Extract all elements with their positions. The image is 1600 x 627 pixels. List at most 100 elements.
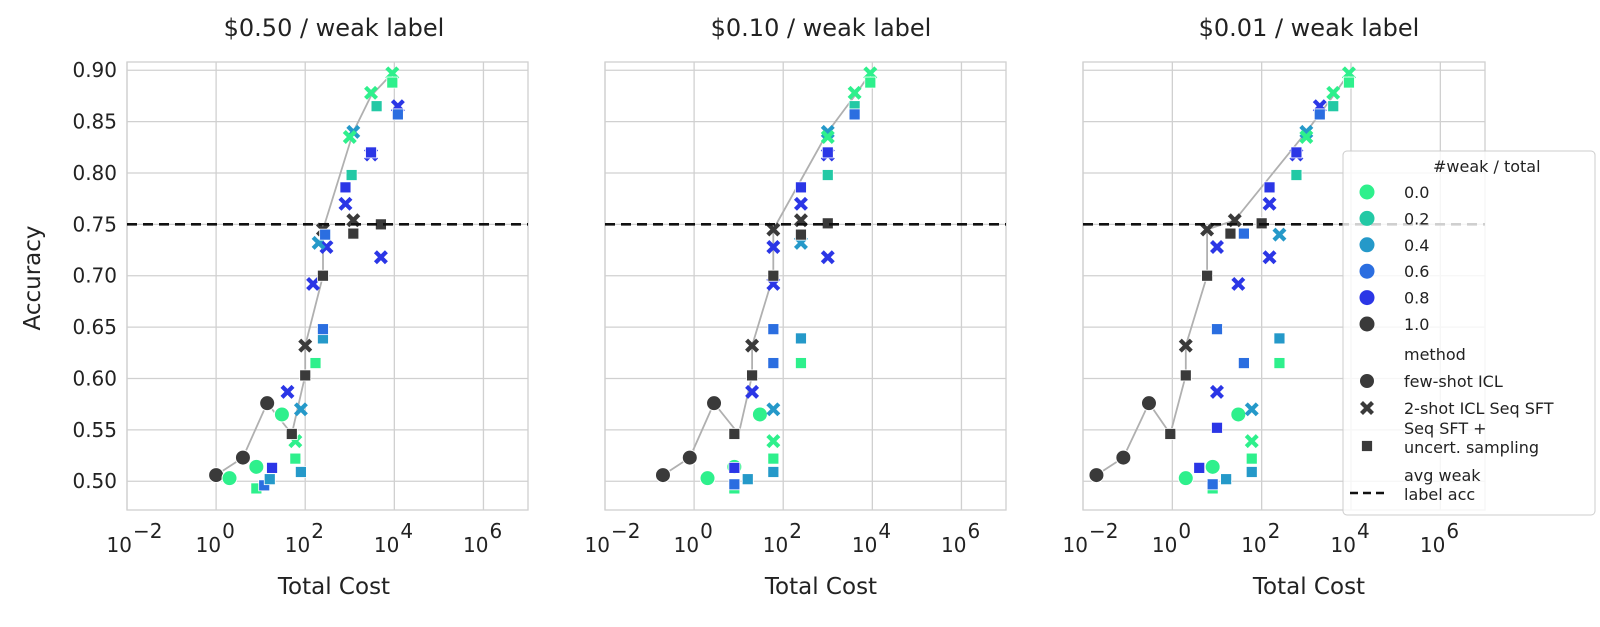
data-point-x [293,402,308,417]
data-point-square [266,461,278,474]
x-tick-label: 10 [285,533,310,557]
data-point-x [338,196,353,211]
legend-hue-title: #weak / total [1433,157,1541,176]
data-point-square [295,466,307,478]
legend-hue-swatch [1359,184,1375,200]
data-point-x [1200,222,1215,237]
legend: #weak / total 0.0 0.2 0.4 0.6 0.8 1.0 few-shot… [1342,150,1596,516]
data-point-square [728,461,741,474]
data-point-square [821,146,834,159]
data-point-x [820,130,835,144]
legend-hue-label: 0.6 [1404,262,1429,281]
data-point-square [767,269,780,282]
data-point-square [1263,181,1276,194]
data-point-circle [681,449,698,466]
data-point-circle [706,395,723,412]
x-tick-label: 10 [1152,533,1177,557]
data-point-square [317,323,329,336]
x-tick-label: 10 [674,533,699,557]
x-tick-exponent: −2 [133,519,162,543]
panel-2-x-axis-label: Total Cost [764,574,877,600]
x-tick-exponent: 6 [489,519,502,543]
data-point-square [864,76,877,89]
y-tick-label: 0.85 [72,110,117,134]
data-point-x [298,338,313,353]
x-tick-exponent: 0 [1178,519,1191,543]
data-point-square [741,473,754,486]
panel-1: $0.50 / weak label Total Cost [224,14,445,600]
data-point-square [1273,357,1286,369]
data-point-square [1224,227,1237,240]
data-point-square [386,76,399,89]
legend-method-label: 2-shot ICL Seq SFT [1404,399,1554,418]
data-point-square [1245,466,1258,478]
legend-hue-label: 0.0 [1404,183,1429,202]
x-tick-exponent: −2 [1089,519,1118,543]
legend-hue-swatch [1359,290,1375,306]
panel-3-title: $0.01 / weak label [1199,14,1420,42]
data-point-square [848,108,861,121]
data-point-x [306,276,321,291]
data-point-square [1327,100,1340,113]
x-tick-label: 10 [1241,533,1266,557]
data-point-x [1299,130,1314,144]
x-tick-label: 10 [107,533,132,557]
y-tick-label: 0.55 [72,418,117,442]
data-point-square [767,452,780,465]
data-point-x [364,85,379,100]
legend-method-label: Seq SFT + uncert. sampling [1404,419,1539,457]
x-tick-exponent: 6 [1446,519,1459,543]
plot-frame [126,61,529,511]
data-point-square [1206,478,1219,491]
legend-hue-swatch [1359,237,1375,253]
legend-method-title: method [1404,345,1466,364]
panel-2: $0.10 / weak label Total Cost [711,14,932,600]
data-point-x [745,384,760,399]
data-point-x [1231,276,1246,291]
data-point-square [728,428,741,440]
legend-hue-label: 0.2 [1404,209,1429,228]
data-point-square [317,269,329,282]
panel-3: $0.01 / weak label Total Cost [1199,14,1420,600]
data-point-x [793,196,808,211]
data-point-circle [1115,449,1132,466]
data-point-square [1273,332,1286,345]
data-point-circle [273,406,290,423]
data-point-x [1210,239,1224,254]
data-point-x [766,402,781,417]
x-tick-exponent: −2 [611,519,640,543]
x-tick-label: 10 [374,533,399,557]
data-point-circle [234,449,251,466]
data-point-circle [1140,395,1157,412]
data-point-circle [654,467,671,484]
data-point-square [795,228,807,241]
data-point-square [289,452,302,465]
x-tick-label: 10 [1063,533,1088,557]
legend-hue-swatch [1359,210,1375,226]
data-point-square [319,228,332,241]
legend-method-marker [1360,401,1374,415]
data-point-x [1210,384,1224,399]
x-tick-exponent: 0 [222,519,235,543]
x-tick-label: 10 [585,533,610,557]
data-point-square [1237,357,1250,369]
data-point-x [280,384,295,399]
x-tick-exponent: 6 [967,519,980,543]
data-point-circle [1088,467,1105,484]
x-tick-label: 10 [1331,533,1356,557]
y-tick-label: 0.60 [72,366,117,390]
data-point-x [1244,434,1259,449]
legend-hue-label: 1.0 [1404,315,1429,334]
y-tick-label: 0.75 [72,212,117,236]
data-point-x [319,239,334,254]
x-tick-label: 10 [463,533,488,557]
panel-3-x-axis-label: Total Cost [1252,574,1365,600]
data-point-x [1178,338,1193,353]
data-point-circle [221,470,238,487]
x-tick-exponent: 4 [878,519,891,543]
legend-method-marker [1359,373,1375,389]
data-point-square [339,181,352,194]
data-point-square [767,323,780,336]
x-tick-label: 10 [1420,533,1445,557]
data-point-square [1290,146,1303,159]
